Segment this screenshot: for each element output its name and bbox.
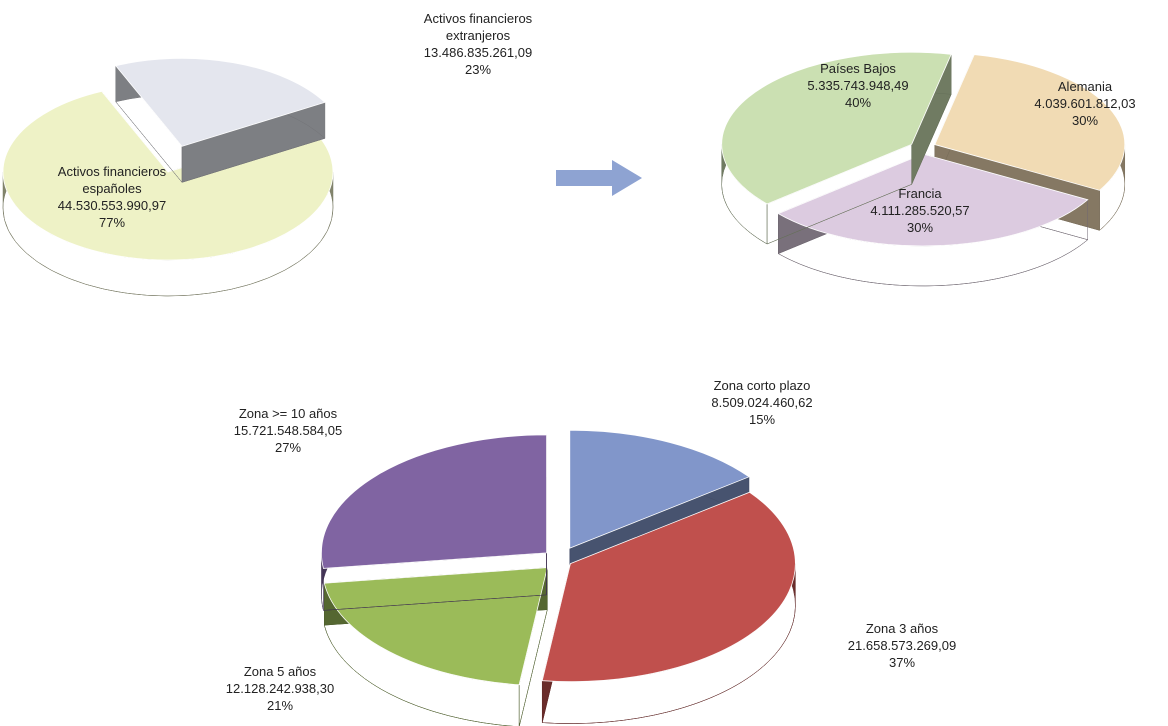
category-label: Activos financieros españoles [57,164,167,196]
value-label: 44.530.553.990,97 [57,198,167,213]
value-label: 21.658.573.269,09 [847,638,957,653]
slice-top [777,153,1089,247]
category-label: Zona >= 10 años [238,406,338,421]
percent-label: 15% [748,412,776,427]
category-label: Activos financieros extranjeros [423,11,533,43]
percent-label: 27% [274,440,302,455]
percent-label: 21% [266,698,294,713]
pie-slice [721,51,952,245]
pie-slice [2,90,334,297]
value-label: 15.721.548.584,05 [233,423,343,438]
category-label: Alemania [1057,79,1113,94]
percent-label: 77% [98,215,126,230]
value-label: 13.486.835.261,09 [423,45,533,60]
slice-label: Activos financieros extranjeros 13.486.83… [393,10,563,78]
slice-label: Zona corto plazo 8.509.024.460,62 15% [682,377,842,428]
percent-label: 30% [1071,113,1099,128]
percent-label: 30% [906,220,934,235]
slice-label: Zona >= 10 años 15.721.548.584,05 27% [208,405,368,456]
slice-top [321,434,547,569]
slice-top [721,51,952,205]
category-label: Francia [898,186,942,201]
slice-top [934,54,1126,191]
slice-label: Alemania 4.039.601.812,03 30% [1015,78,1155,129]
percent-label: 37% [888,655,916,670]
category-label: Zona 3 años [865,621,939,636]
value-label: 4.111.285.520,57 [870,203,970,218]
slice-top [2,90,334,261]
slice-top [569,429,750,549]
pie-slice [321,434,547,611]
value-label: 8.509.024.460,62 [711,395,813,410]
pie-slice [323,567,548,726]
slice-label: Países Bajos 5.335.743.948,49 40% [783,60,933,111]
slice-label: Zona 5 años 12.128.242.938,30 21% [200,663,360,714]
slice-label: Zona 3 años 21.658.573.269,09 37% [822,620,982,671]
category-label: Zona 5 años [243,664,317,679]
percent-label: 23% [464,62,492,77]
percent-label: 40% [844,95,872,110]
pie-slice [541,491,796,724]
slice-label: Francia 4.111.285.520,57 30% [840,185,1000,236]
slice-label: Activos financieros españoles 44.530.553.… [37,163,187,231]
slice-top [115,57,326,147]
arrow [556,160,642,196]
category-label: Zona corto plazo [713,378,811,393]
value-label: 5.335.743.948,49 [807,78,909,93]
pie-slice [777,153,1089,287]
category-label: Países Bajos [820,61,896,76]
pie-slice [115,57,326,184]
slice-top [323,567,548,686]
slice-top [541,491,796,682]
value-label: 12.128.242.938,30 [225,681,335,696]
value-label: 4.039.601.812,03 [1034,96,1136,111]
